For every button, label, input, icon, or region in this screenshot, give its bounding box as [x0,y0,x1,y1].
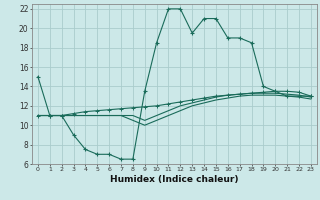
X-axis label: Humidex (Indice chaleur): Humidex (Indice chaleur) [110,175,239,184]
